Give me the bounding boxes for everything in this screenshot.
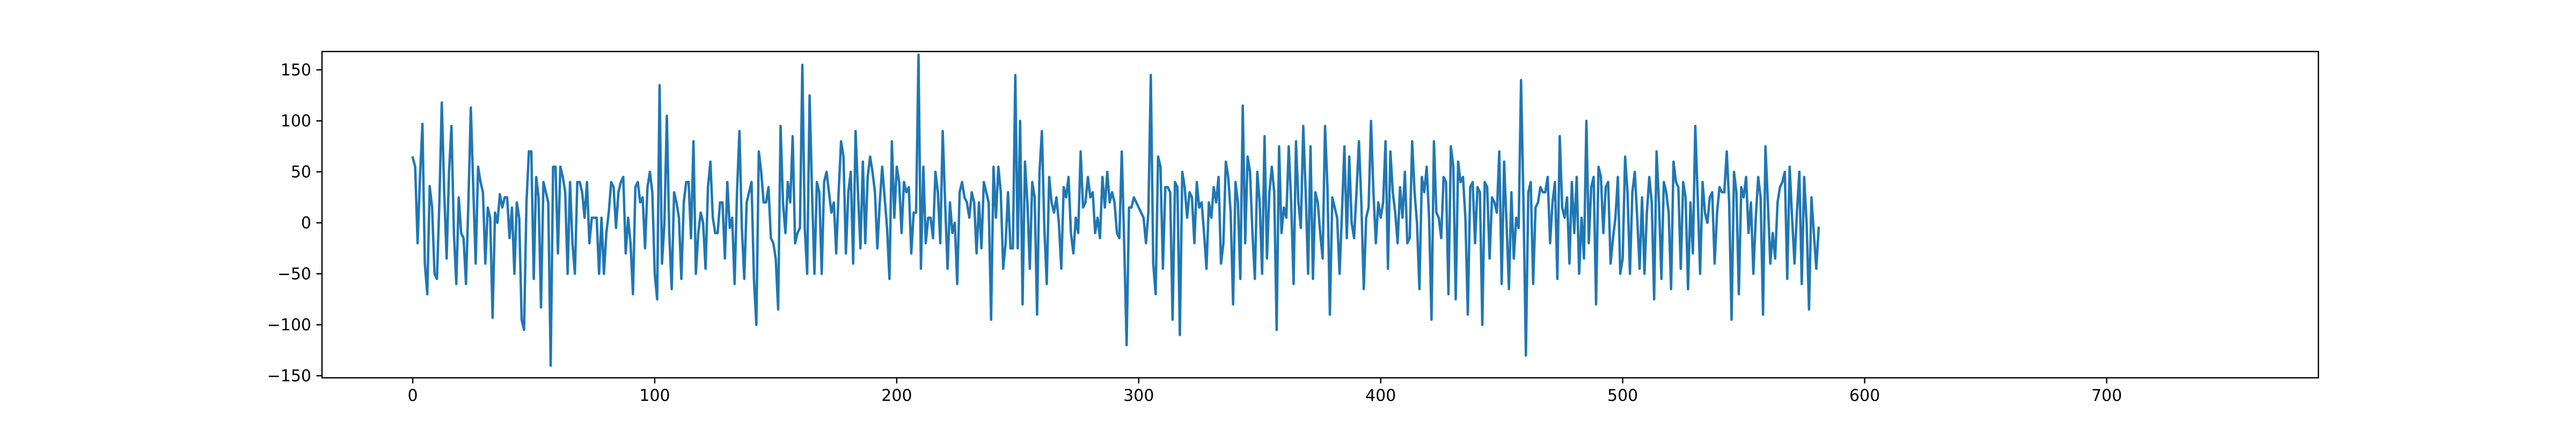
plot-frame [321, 50, 2319, 379]
y-tick-label: −100 [267, 316, 311, 335]
x-tick-label: 600 [1849, 386, 1880, 405]
x-tick-label: 700 [2091, 386, 2122, 405]
series-line [411, 53, 1820, 367]
y-tick-label: 0 [301, 214, 311, 233]
x-tick-label: 400 [1365, 386, 1396, 405]
x-tick-label: 500 [1607, 386, 1638, 405]
x-tick-label: 0 [408, 386, 418, 405]
x-tick-label: 200 [881, 386, 912, 405]
y-tick-label: −50 [277, 265, 311, 284]
x-tick-label: 100 [639, 386, 670, 405]
y-tick-label: −150 [267, 367, 311, 386]
x-tick-label: 300 [1123, 386, 1154, 405]
y-tick-label: 150 [281, 61, 311, 80]
y-tick-label: 50 [291, 163, 311, 182]
y-tick-label: 100 [281, 112, 311, 131]
